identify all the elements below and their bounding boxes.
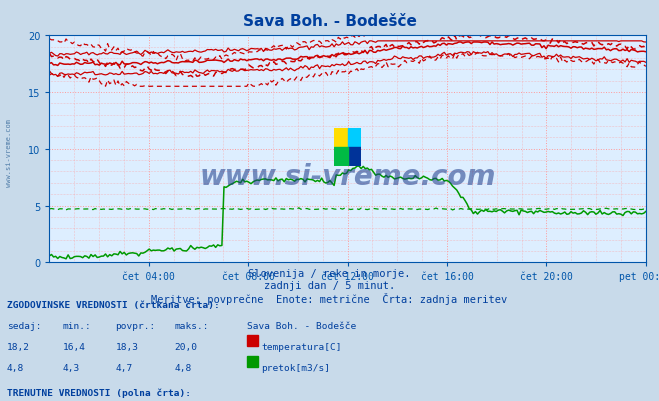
- Text: zadnji dan / 5 minut.: zadnji dan / 5 minut.: [264, 281, 395, 291]
- Bar: [335, 148, 348, 167]
- Text: maks.:: maks.:: [175, 322, 209, 330]
- Text: 20,0: 20,0: [175, 342, 198, 351]
- Text: 4,8: 4,8: [175, 363, 192, 372]
- Text: TRENUTNE VREDNOSTI (polna črta):: TRENUTNE VREDNOSTI (polna črta):: [7, 387, 190, 397]
- Text: 16,4: 16,4: [63, 342, 86, 351]
- Bar: [348, 148, 361, 167]
- Text: sedaj:: sedaj:: [7, 322, 41, 330]
- Text: www.si-vreme.com: www.si-vreme.com: [200, 162, 496, 190]
- Bar: [335, 129, 348, 148]
- Text: Meritve: povprečne  Enote: metrične  Črta: zadnja meritev: Meritve: povprečne Enote: metrične Črta:…: [152, 293, 507, 305]
- Bar: [348, 129, 361, 148]
- Text: ZGODOVINSKE VREDNOSTI (črtkana črta):: ZGODOVINSKE VREDNOSTI (črtkana črta):: [7, 301, 219, 310]
- Text: www.si-vreme.com: www.si-vreme.com: [5, 118, 12, 186]
- Text: 4,7: 4,7: [115, 363, 132, 372]
- Text: Sava Boh. - Bodešče: Sava Boh. - Bodešče: [243, 14, 416, 29]
- Text: povpr.:: povpr.:: [115, 322, 156, 330]
- Text: Slovenija / reke in morje.: Slovenija / reke in morje.: [248, 269, 411, 279]
- Text: min.:: min.:: [63, 322, 92, 330]
- Text: 4,8: 4,8: [7, 363, 24, 372]
- Text: 18,3: 18,3: [115, 342, 138, 351]
- Text: pretok[m3/s]: pretok[m3/s]: [262, 363, 331, 372]
- Text: temperatura[C]: temperatura[C]: [262, 342, 342, 351]
- Text: 4,3: 4,3: [63, 363, 80, 372]
- Text: Sava Boh. - Bodešče: Sava Boh. - Bodešče: [247, 322, 357, 330]
- Text: 18,2: 18,2: [7, 342, 30, 351]
